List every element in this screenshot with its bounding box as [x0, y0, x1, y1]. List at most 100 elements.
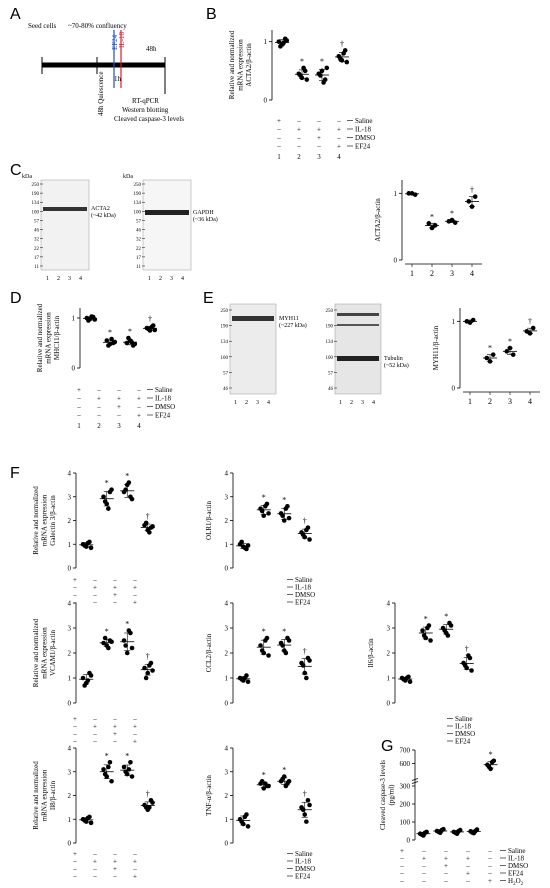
y-tick-label: 1: [68, 541, 72, 549]
y-tick-label: 0: [68, 565, 72, 573]
significance-mark: *: [488, 344, 492, 353]
lane-label: 4: [267, 400, 270, 406]
y-tick-label: 1: [68, 816, 72, 824]
y-axis-label: MYH11/β-actin: [432, 325, 440, 370]
y-axis-label-line: Relative and normalized: [32, 486, 40, 555]
treatment-sign: –: [136, 386, 141, 394]
treatment-sign: –: [276, 126, 281, 134]
marker-label: 100: [326, 356, 334, 361]
treatment-sign: +: [117, 403, 121, 411]
significance-mark: †: [470, 186, 474, 195]
y-axis-label: ACTA2/β-actin: [374, 198, 382, 242]
h48-right-label: 48h: [146, 45, 157, 53]
treatment-sign: –: [92, 599, 97, 607]
group-number: 4: [337, 153, 341, 161]
treatment-sign: –: [399, 877, 404, 885]
data-point: [338, 56, 343, 62]
treatment-label: EF24: [295, 599, 311, 607]
significance-mark: †: [303, 789, 307, 798]
data-point: [85, 815, 91, 821]
y-axis-label-line: MYH11/β-actin: [432, 325, 440, 370]
chart-g-caspase3: 0 100 200 300 600 700 Cleaved caspase-3 levels…: [379, 747, 498, 845]
data-point: [280, 643, 285, 648]
data-point: [472, 194, 478, 199]
x-tick-label: 1: [410, 269, 414, 278]
data-point: [132, 341, 138, 347]
marker-label: 32: [34, 238, 40, 243]
data-point: [305, 797, 311, 803]
lane-label: 1: [339, 400, 342, 406]
marker-label: 46: [223, 387, 229, 392]
treatment-sign: –: [92, 715, 97, 723]
treatment-label: EF24: [508, 870, 524, 878]
y-tick-label: 2: [225, 792, 229, 800]
gapdh-band: [145, 210, 189, 215]
data-point: [426, 221, 432, 226]
significance-mark: †: [146, 512, 150, 521]
chart-f-olr1: 0 1 2 3 4 OLR1/β-actin * * †: [205, 470, 312, 573]
treatment-sign: +: [113, 858, 117, 866]
treatment-label: H2O2: [508, 877, 524, 887]
data-point: [129, 496, 135, 502]
marker-label: 250: [326, 309, 334, 314]
significance-mark: *: [125, 751, 129, 760]
y-tick-label: 3: [68, 625, 72, 633]
kda-label-left: kDa: [22, 174, 32, 180]
quiescence-label: 48h Quiescence: [97, 71, 105, 116]
treatment-sign: +: [133, 873, 137, 881]
group-number: 1: [77, 422, 81, 430]
chart-f-vcam1: 0 1 2 3 4 Relative and normalized mRNA express…: [32, 600, 155, 708]
data-point: [286, 515, 292, 521]
y-tick-label: 2: [68, 517, 72, 525]
treatment-label: Saline: [455, 715, 473, 723]
treatment-sign: +: [444, 862, 448, 870]
acta2-label: ACTA2: [91, 206, 110, 212]
y-axis-label: Relative and normalized mRNA expression MH…: [36, 303, 61, 372]
significance-mark: *: [128, 327, 132, 336]
x-tick-label: 4: [528, 397, 532, 406]
treatment-sign: –: [76, 412, 81, 420]
x-tick-label: 2: [488, 397, 492, 406]
y-tick-label: 1: [225, 816, 229, 824]
data-point: [102, 499, 108, 504]
y-axis-label-line: Cleaved caspase-3 levels: [379, 760, 387, 830]
marker-label: 57: [223, 371, 229, 376]
treatment-sign: –: [443, 877, 448, 885]
treatment-sign: –: [443, 847, 448, 855]
data-point: [283, 506, 289, 511]
treatment-sign: +: [444, 855, 448, 863]
y-axis-label: Il6/β-actin: [367, 638, 375, 668]
treatment-sign: –: [132, 730, 137, 738]
chart-c-acta2-protein: 0 1 ACTA2/β-actin 1 * 2 * 3 † 4: [374, 180, 482, 278]
marker-label: 190: [221, 325, 229, 330]
lane-label: 3: [361, 400, 364, 406]
lanes-e-right: 1 2 3 4: [339, 400, 375, 406]
treatment-sign: –: [112, 599, 117, 607]
treatment-sign: –: [72, 584, 77, 592]
significance-mark: *: [430, 212, 434, 221]
il18-label: IL-18: [118, 32, 126, 48]
y-tick-label: 4: [225, 470, 229, 478]
data-point: [421, 633, 427, 638]
data-point: [448, 623, 454, 628]
treatment-sign: –: [92, 873, 97, 881]
treatment-sign: +: [133, 723, 137, 731]
y-axis-label-line: Relative and normalized: [36, 303, 44, 372]
marker-ladder-e-right: 250 190 134 100 57 46: [326, 309, 337, 392]
data-point: [123, 769, 128, 775]
y-tick-label: 2: [68, 650, 72, 658]
treatment-sign: –: [92, 738, 97, 746]
significance-mark: †: [340, 39, 344, 48]
data-point: [280, 513, 285, 519]
significance-mark: †: [146, 652, 150, 661]
data-point: [121, 764, 127, 770]
significance-mark: *: [262, 493, 266, 502]
treatment-sign: –: [132, 591, 137, 599]
data-point: [286, 638, 292, 643]
data-point: [147, 805, 152, 810]
data-point: [106, 506, 111, 511]
treatment-sign: +: [133, 738, 137, 746]
y-tick-label: 0: [452, 385, 456, 393]
ef24-label: EF24: [111, 34, 119, 50]
treatment-table-f3: + – – – Saline– + + + IL-18– – + – DMSO– – – + EF24: [72, 850, 315, 881]
